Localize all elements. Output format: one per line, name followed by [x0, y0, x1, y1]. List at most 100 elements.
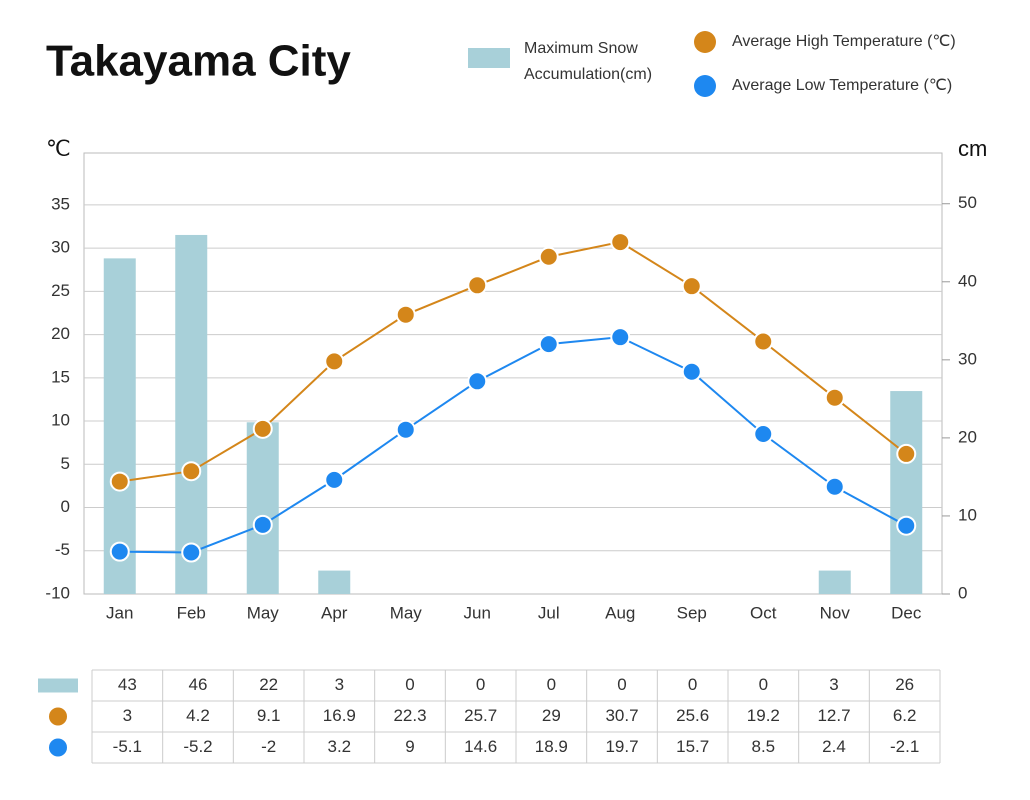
- table-cell: 3: [829, 675, 838, 694]
- table-cell: 0: [547, 675, 556, 694]
- y-tick-label: 10: [51, 411, 70, 430]
- point: [109, 471, 130, 492]
- legend-swatch: [694, 75, 716, 97]
- table-cell: 0: [405, 675, 414, 694]
- table-cell: -5.1: [113, 737, 142, 756]
- point: [181, 542, 202, 563]
- point: [610, 232, 631, 253]
- table-cell: 30.7: [605, 706, 638, 725]
- table-cell: 15.7: [676, 737, 709, 756]
- point: [324, 351, 345, 372]
- point: [109, 541, 130, 562]
- point: [824, 476, 845, 497]
- legend-label: Average High Temperature (℃): [732, 33, 956, 50]
- y-tick-label: -5: [55, 540, 70, 559]
- table-cell: -5.2: [183, 737, 212, 756]
- x-tick-label: Sep: [677, 603, 707, 622]
- table-cell: 12.7: [817, 706, 850, 725]
- point: [395, 304, 416, 325]
- table-cell: 25.7: [464, 706, 497, 725]
- y-tick-label: 25: [51, 281, 70, 300]
- table-cell: 2.4: [822, 737, 846, 756]
- y2-tick-label: 0: [958, 583, 967, 602]
- x-tick-label: Feb: [177, 603, 206, 622]
- chart-title: Takayama City: [46, 37, 351, 86]
- bar: [175, 234, 208, 594]
- y-tick-label: -10: [45, 583, 70, 602]
- table-cell: 0: [617, 675, 626, 694]
- line: [119, 336, 907, 554]
- point: [252, 514, 273, 535]
- bar: [103, 258, 136, 594]
- y-tick-label: 5: [61, 454, 70, 473]
- table-cell: -2: [261, 737, 276, 756]
- table-swatch: [49, 738, 67, 757]
- table-cell: 9.1: [257, 706, 281, 725]
- y-tick-label: 15: [51, 367, 70, 386]
- table-cell: 8.5: [752, 737, 776, 756]
- y2-tick-label: 10: [958, 505, 977, 524]
- table-cell: 19.2: [747, 706, 780, 725]
- table-cell: 14.6: [464, 737, 497, 756]
- y2-axis-label: cm: [958, 136, 987, 161]
- point: [824, 387, 845, 408]
- point: [181, 461, 202, 482]
- legend-swatch: [694, 31, 716, 53]
- point: [538, 246, 559, 267]
- table-cell: 3.2: [328, 737, 352, 756]
- table-cell: -2.1: [890, 737, 919, 756]
- legend-label: Average Low Temperature (℃): [732, 77, 952, 94]
- table-cell: 0: [688, 675, 697, 694]
- point: [896, 443, 917, 464]
- table-cell: 16.9: [323, 706, 356, 725]
- x-tick-label: May: [390, 603, 423, 622]
- table-cell: 3: [335, 675, 344, 694]
- point: [610, 327, 631, 348]
- x-tick-label: Jan: [106, 603, 133, 622]
- x-tick-label: Jul: [538, 603, 560, 622]
- y-tick-label: 35: [51, 194, 70, 213]
- legend-label: Maximum Snow Accumulation(cm): [524, 40, 653, 83]
- x-tick-label: Jun: [464, 603, 491, 622]
- x-tick-label: Dec: [891, 603, 922, 622]
- y-tick-label: 20: [51, 324, 70, 343]
- table-swatch: [49, 707, 67, 726]
- legend-snow: Maximum Snow Accumulation(cm): [524, 40, 653, 83]
- y-tick-label: 0: [61, 497, 70, 516]
- table-cell: 0: [759, 675, 768, 694]
- point: [538, 334, 559, 355]
- point: [753, 424, 774, 445]
- y-axis-label: ℃: [46, 136, 71, 161]
- point: [324, 469, 345, 490]
- point: [681, 276, 702, 297]
- y2-tick-label: 40: [958, 271, 977, 290]
- y2-tick-label: 30: [958, 349, 977, 368]
- table-cell: 3: [123, 706, 132, 725]
- x-tick-label: Apr: [321, 603, 348, 622]
- table-cell: 22: [259, 675, 278, 694]
- bar: [246, 422, 279, 594]
- table-cell: 19.7: [605, 737, 638, 756]
- table-cell: 22.3: [393, 706, 426, 725]
- point: [753, 331, 774, 352]
- table-cell: 4.2: [186, 706, 210, 725]
- x-tick-label: May: [247, 603, 280, 622]
- legend-swatch: [468, 48, 510, 68]
- table-cell: 0: [476, 675, 485, 694]
- y2-tick-label: 50: [958, 193, 977, 212]
- point: [681, 361, 702, 382]
- point: [395, 419, 416, 440]
- bar: [890, 391, 923, 594]
- table-cell: 6.2: [893, 706, 917, 725]
- table-cell: 25.6: [676, 706, 709, 725]
- plot-frame: [83, 152, 943, 595]
- table-cell: 9: [405, 737, 414, 756]
- y2-tick-label: 20: [958, 427, 977, 446]
- point: [252, 418, 273, 439]
- y-tick-label: 30: [51, 238, 70, 257]
- table-swatch: [38, 678, 78, 693]
- table-cell: 18.9: [535, 737, 568, 756]
- line: [119, 241, 907, 483]
- point: [467, 371, 488, 392]
